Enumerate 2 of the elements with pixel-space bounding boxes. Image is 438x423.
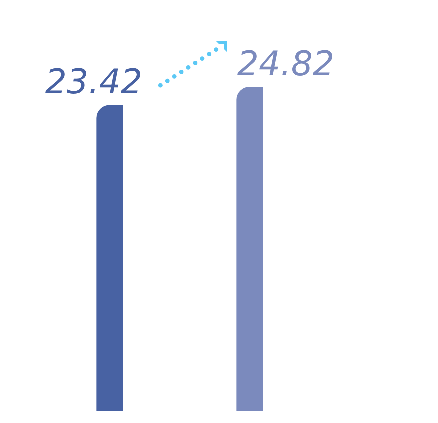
data-label: 23.42: [45, 62, 143, 103]
data-label: 24.82: [237, 44, 335, 84]
